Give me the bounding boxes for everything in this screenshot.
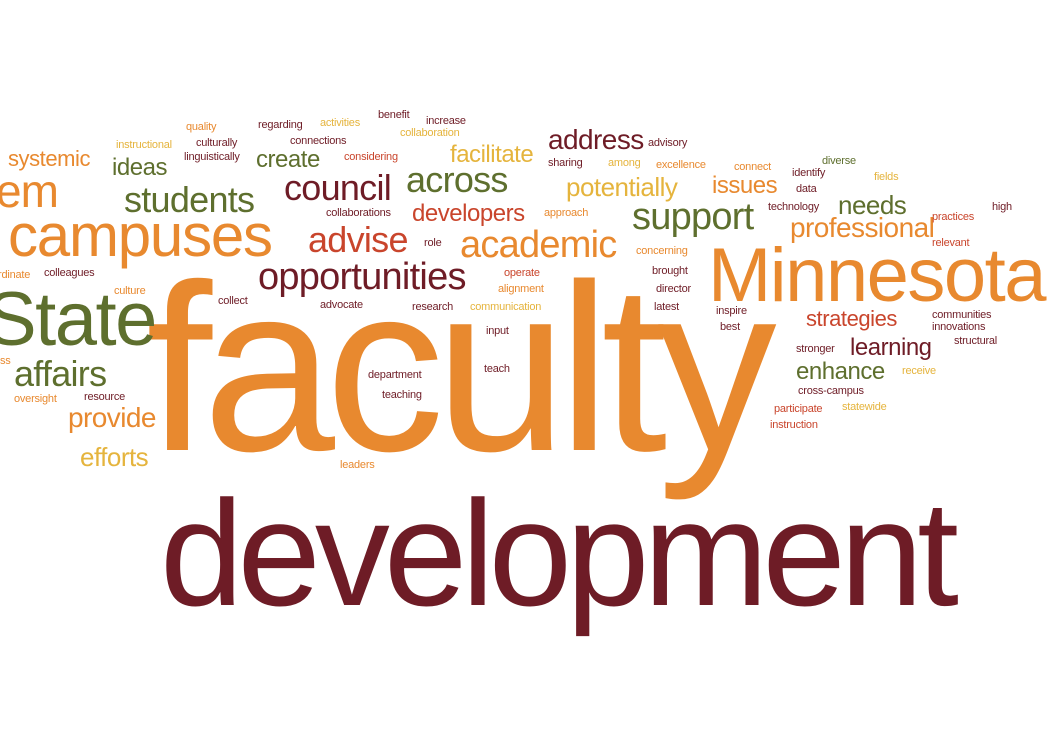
- word-development: development: [160, 469, 959, 637]
- word-benefit: benefit: [378, 109, 410, 121]
- word-faculty: faculty: [146, 236, 777, 501]
- word-teaching: teaching: [382, 389, 422, 401]
- word-support: support: [632, 196, 754, 238]
- word-professional: professional: [790, 212, 935, 243]
- word-communities: communities: [932, 309, 992, 321]
- word-department: department: [368, 369, 422, 381]
- word-create: create: [256, 146, 320, 173]
- word-campuses: campuses: [8, 202, 273, 269]
- word-advise: advise: [308, 219, 408, 260]
- word-state: State: [0, 277, 157, 362]
- word-students: students: [124, 179, 255, 220]
- word-opportunities: opportunities: [258, 256, 466, 298]
- word-diverse: diverse: [822, 155, 856, 167]
- word-culturally: culturally: [196, 137, 238, 149]
- word-inspire: inspire: [716, 305, 747, 317]
- word-latest: latest: [654, 301, 679, 313]
- word-identify: identify: [792, 167, 826, 179]
- word-practices: practices: [932, 211, 975, 223]
- word-among: among: [608, 157, 641, 169]
- word-director: director: [656, 283, 691, 295]
- word-input: input: [486, 325, 509, 337]
- word-quality: quality: [186, 121, 217, 133]
- word-culture: culture: [114, 285, 146, 297]
- word-developers: developers: [412, 200, 525, 227]
- word-efforts: efforts: [80, 442, 149, 472]
- word-collaborations: collaborations: [326, 207, 391, 219]
- word-learning: learning: [850, 334, 932, 361]
- word-linguistically: linguistically: [184, 151, 240, 163]
- word-regarding: regarding: [258, 119, 303, 131]
- word-brought: brought: [652, 265, 688, 277]
- word-collaboration: collaboration: [400, 127, 460, 139]
- word-statewide: statewide: [842, 401, 887, 413]
- word-needs: needs: [838, 190, 907, 220]
- word-approach: approach: [544, 207, 589, 219]
- word-systemic: systemic: [8, 146, 91, 171]
- word-oversight: oversight: [14, 393, 57, 405]
- word-data: data: [796, 183, 817, 195]
- word-technology: technology: [768, 201, 820, 213]
- word-instructional: instructional: [116, 139, 172, 151]
- word-considering: considering: [344, 151, 398, 163]
- word-connections: connections: [290, 135, 347, 147]
- word-structural: structural: [954, 335, 998, 347]
- word-activities: activities: [320, 117, 360, 129]
- word-best: best: [720, 321, 740, 333]
- word-connect: connect: [734, 161, 771, 173]
- word-concerning: concerning: [636, 245, 688, 257]
- word-research: research: [412, 301, 454, 313]
- word-ss: ss: [0, 355, 11, 367]
- word-address: address: [548, 124, 644, 155]
- word-colleagues: colleagues: [44, 267, 95, 279]
- word-provide: provide: [68, 402, 156, 433]
- word-participate: participate: [774, 403, 823, 415]
- word-cross-campus: cross-campus: [798, 385, 864, 397]
- word-facilitate: facilitate: [450, 141, 534, 168]
- word-instruction: instruction: [770, 419, 818, 431]
- word-academic: academic: [460, 224, 617, 266]
- word-fields: fields: [874, 171, 899, 183]
- word-communication: communication: [470, 301, 542, 313]
- word-across: across: [406, 159, 508, 200]
- word-role: role: [424, 237, 442, 249]
- word-affairs: affairs: [14, 353, 107, 394]
- word-issues: issues: [712, 172, 778, 199]
- word-system: em: [0, 165, 59, 217]
- word-ideas: ideas: [112, 154, 167, 181]
- word-council: council: [284, 167, 392, 208]
- word-stronger: stronger: [796, 343, 835, 355]
- word-teach: teach: [484, 363, 510, 375]
- word-advisory: advisory: [648, 137, 688, 149]
- word-advocate: advocate: [320, 299, 363, 311]
- word-operate: operate: [504, 267, 540, 279]
- word-high: high: [992, 201, 1012, 213]
- word-relevant: relevant: [932, 237, 970, 249]
- word-increase: increase: [426, 115, 466, 127]
- word-alignment: alignment: [498, 283, 544, 295]
- word-potentially: potentially: [566, 172, 678, 202]
- word-enhance: enhance: [796, 358, 885, 385]
- word-ordinate: rdinate: [0, 269, 31, 281]
- word-receive: receive: [902, 365, 936, 377]
- word-minnesota: Minnesota: [708, 233, 1046, 318]
- word-excellence: excellence: [656, 159, 706, 171]
- word-sharing: sharing: [548, 157, 583, 169]
- word-strategies: strategies: [806, 306, 897, 331]
- word-resource: resource: [84, 391, 126, 403]
- word-leaders: leaders: [340, 459, 375, 471]
- word-collect: collect: [218, 295, 248, 307]
- word-innovations: innovations: [932, 321, 986, 333]
